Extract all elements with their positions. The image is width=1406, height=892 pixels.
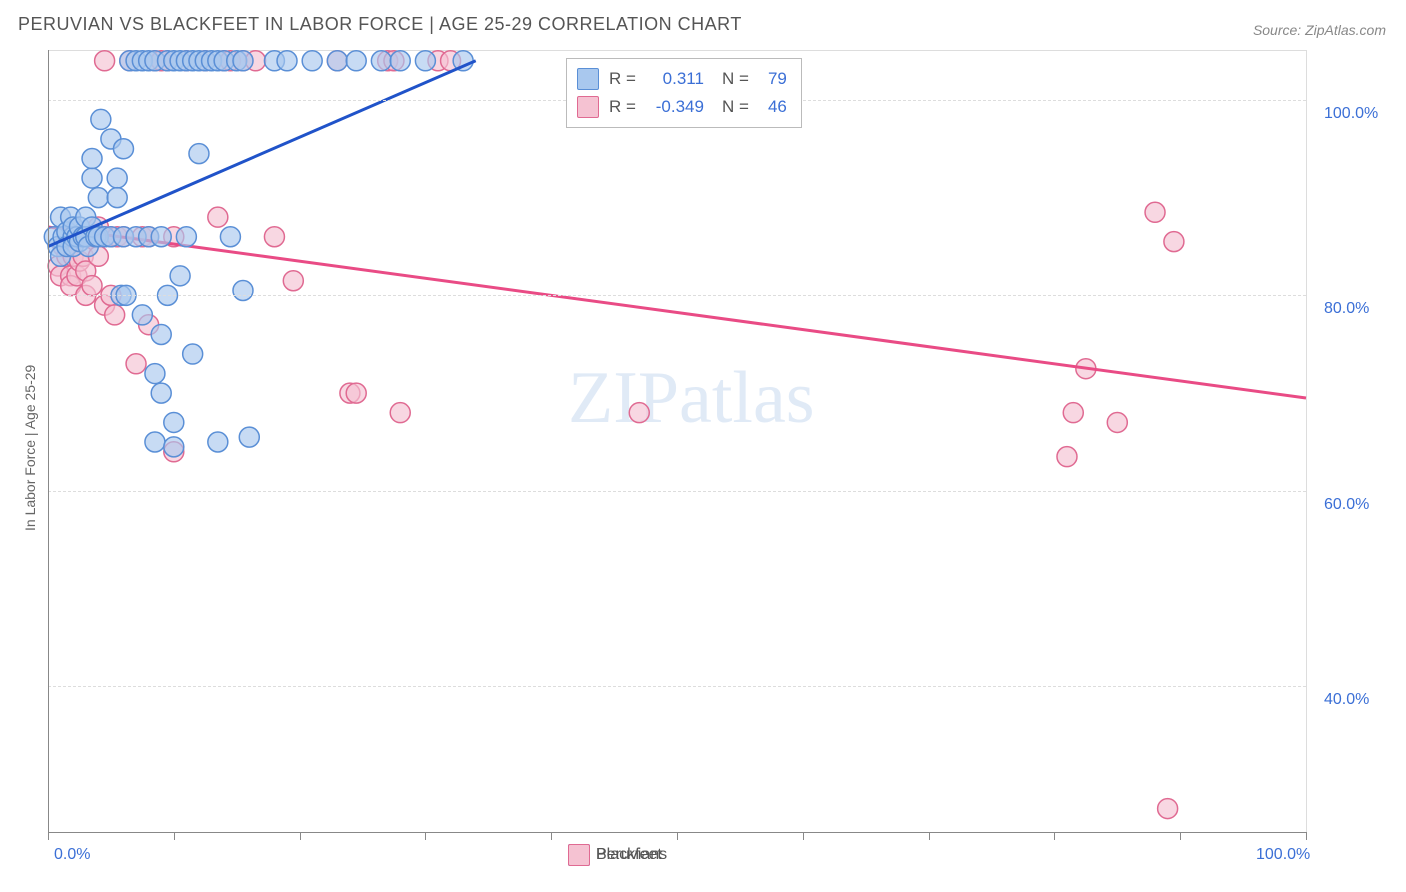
data-point: [145, 432, 165, 452]
data-point: [233, 280, 253, 300]
r-value: -0.349: [646, 97, 704, 117]
data-point: [113, 139, 133, 159]
data-point: [327, 51, 347, 71]
legend-item: Blackfeet: [568, 844, 662, 866]
x-tick: [174, 832, 175, 840]
x-tick: [803, 832, 804, 840]
legend-swatch: [577, 68, 599, 90]
legend-label: Blackfeet: [596, 846, 662, 864]
data-point: [82, 149, 102, 169]
data-point: [277, 51, 297, 71]
data-point: [164, 412, 184, 432]
gridline: [48, 686, 1306, 687]
data-point: [132, 305, 152, 325]
data-point: [88, 188, 108, 208]
data-point: [151, 383, 171, 403]
data-point: [390, 403, 410, 423]
regression-line: [48, 61, 476, 247]
x-tick: [1306, 832, 1307, 840]
data-point: [208, 207, 228, 227]
data-point: [105, 305, 125, 325]
data-point: [629, 403, 649, 423]
data-point: [126, 354, 146, 374]
y-axis: [48, 50, 49, 832]
data-point: [1145, 202, 1165, 222]
r-label: R =: [609, 69, 636, 89]
data-point: [220, 227, 240, 247]
data-point: [91, 109, 111, 129]
legend-swatch: [577, 96, 599, 118]
data-point: [283, 271, 303, 291]
x-tick: [551, 832, 552, 840]
regression-line: [48, 227, 1306, 398]
r-value: 0.311: [646, 69, 704, 89]
x-tick-label: 0.0%: [54, 846, 90, 864]
data-point: [264, 227, 284, 247]
gridline: [48, 491, 1306, 492]
data-point: [1063, 403, 1083, 423]
source-label: Source: ZipAtlas.com: [1253, 22, 1386, 38]
data-point: [183, 344, 203, 364]
data-point: [1107, 412, 1127, 432]
data-point: [95, 51, 115, 71]
stats-legend-box: R = 0.311 N = 79 R = -0.349 N = 46: [566, 58, 802, 128]
n-value: 46: [759, 97, 787, 117]
data-point: [151, 324, 171, 344]
n-value: 79: [759, 69, 787, 89]
data-point: [346, 383, 366, 403]
x-tick: [929, 832, 930, 840]
data-point: [1164, 232, 1184, 252]
data-point: [239, 427, 259, 447]
r-label: R =: [609, 97, 636, 117]
x-tick: [1180, 832, 1181, 840]
data-point: [208, 432, 228, 452]
y-tick-label: 40.0%: [1324, 691, 1369, 709]
x-tick: [425, 832, 426, 840]
plot-area: ZIPatlas: [48, 50, 1307, 833]
y-tick-label: 60.0%: [1324, 496, 1369, 514]
data-point: [346, 51, 366, 71]
data-point: [145, 364, 165, 384]
data-point: [107, 188, 127, 208]
data-point: [371, 51, 391, 71]
data-point: [233, 51, 253, 71]
y-tick-label: 100.0%: [1324, 105, 1378, 123]
data-point: [1158, 799, 1178, 819]
gridline: [48, 295, 1306, 296]
stats-row: R = 0.311 N = 79: [577, 65, 787, 93]
n-label: N =: [722, 97, 749, 117]
data-point: [415, 51, 435, 71]
x-tick-label: 100.0%: [1256, 846, 1310, 864]
data-point: [302, 51, 322, 71]
x-tick: [1054, 832, 1055, 840]
data-point: [1057, 447, 1077, 467]
data-point: [390, 51, 410, 71]
data-point: [176, 227, 196, 247]
chart-title: PERUVIAN VS BLACKFEET IN LABOR FORCE | A…: [18, 14, 742, 35]
data-point: [151, 227, 171, 247]
n-label: N =: [722, 69, 749, 89]
x-tick: [48, 832, 49, 840]
stats-row: R = -0.349 N = 46: [577, 93, 787, 121]
data-point: [170, 266, 190, 286]
x-tick: [300, 832, 301, 840]
data-point: [189, 144, 209, 164]
x-tick: [677, 832, 678, 840]
data-point: [164, 437, 184, 457]
data-point: [82, 276, 102, 296]
y-tick-label: 80.0%: [1324, 300, 1369, 318]
y-axis-label: In Labor Force | Age 25-29: [22, 365, 38, 531]
scatter-svg: [48, 51, 1306, 833]
data-point: [107, 168, 127, 188]
data-point: [82, 168, 102, 188]
legend-swatch: [568, 844, 590, 866]
